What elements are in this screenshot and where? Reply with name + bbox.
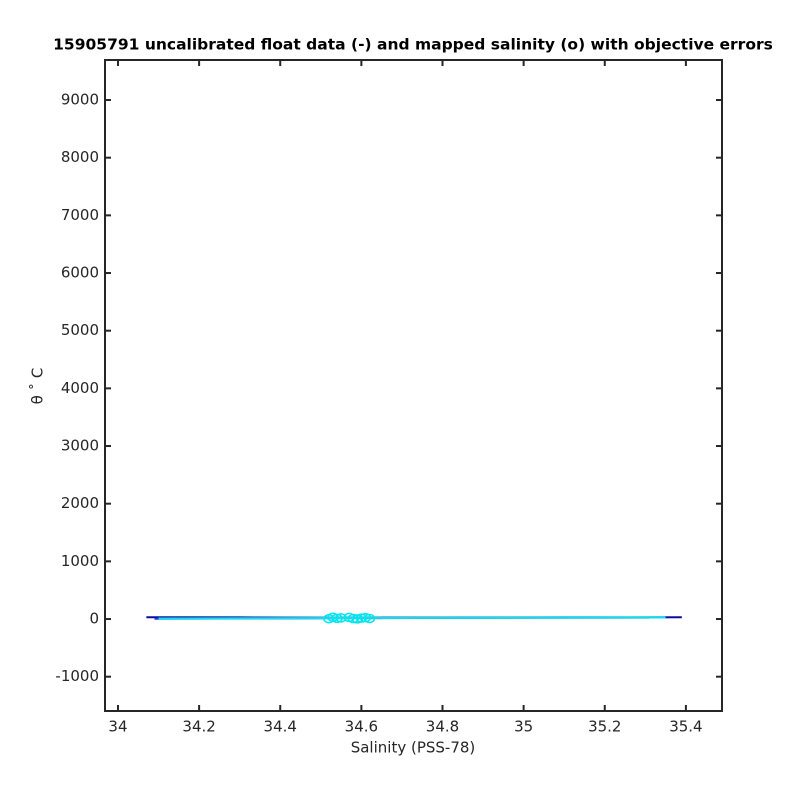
x-tick-label: 34 [108, 718, 127, 736]
y-tick-label: 6000 [61, 264, 99, 282]
y-tick-label: 0 [89, 610, 99, 628]
y-tick-label: 3000 [61, 437, 99, 455]
x-axis-label: Salinity (PSS-78) [351, 739, 476, 757]
y-tick-label: 5000 [61, 321, 99, 339]
y-tick-label: 8000 [61, 148, 99, 166]
mapped-point [351, 614, 364, 624]
mapped-point [363, 613, 376, 624]
x-tick-label: 35.2 [588, 718, 621, 736]
chart-title: 15905791 uncalibrated float data (-) and… [53, 36, 773, 54]
y-tick-label: 4000 [61, 379, 99, 397]
x-tick-label: 34.6 [345, 718, 378, 736]
x-tick-label: 35.4 [669, 718, 702, 736]
y-tick-label: 9000 [61, 91, 99, 109]
x-tick-label: 34.8 [426, 718, 459, 736]
y-tick-label: -1000 [55, 667, 99, 685]
float-profile [158, 616, 666, 620]
mapped-point [335, 613, 347, 623]
mapped-point [327, 612, 339, 623]
y-tick-label: 1000 [61, 552, 99, 570]
plot-frame [104, 59, 723, 712]
y-tick-label: 2000 [61, 494, 99, 512]
y-tick-label: 7000 [61, 206, 99, 224]
x-tick-label: 34.4 [264, 718, 297, 736]
mapped-point [347, 613, 360, 624]
x-tick-label: 35 [514, 718, 533, 736]
x-tick-label: 34.2 [182, 718, 215, 736]
y-axis-label: θ ˚ C [29, 368, 47, 405]
